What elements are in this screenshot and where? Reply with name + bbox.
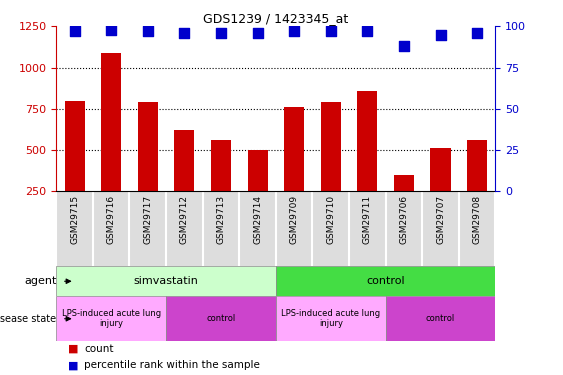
Text: control: control (426, 314, 455, 323)
Point (253, 30, 262, 36)
Text: GSM29706: GSM29706 (400, 195, 408, 244)
Text: disease state: disease state (0, 314, 56, 324)
Text: percentile rank within the sample: percentile rank within the sample (84, 360, 260, 370)
Bar (276, 266, 495, 296)
Bar (276, 296, 386, 341)
Point (326, 28, 335, 34)
Bar (138, 102, 158, 232)
Bar (56, 296, 166, 341)
Text: GSM29714: GSM29714 (253, 195, 262, 244)
Point (180, 30, 189, 36)
Point (70, 28, 79, 34)
Text: ■: ■ (68, 360, 78, 370)
Text: GSM29708: GSM29708 (473, 195, 481, 244)
Point (400, 43, 409, 49)
Text: GSM29711: GSM29711 (363, 195, 372, 244)
Bar (56, 266, 276, 296)
Text: control: control (207, 314, 235, 323)
Bar (321, 102, 341, 232)
Text: GSM29716: GSM29716 (107, 195, 115, 244)
Text: GSM29710: GSM29710 (327, 195, 335, 244)
Text: GSM29717: GSM29717 (144, 195, 152, 244)
Point (290, 28, 299, 34)
Point (107, 27, 116, 33)
Bar (166, 296, 276, 341)
Bar (431, 148, 450, 232)
Bar (248, 150, 267, 232)
Text: control: control (367, 276, 405, 286)
Text: ■: ■ (68, 344, 78, 354)
Text: simvastatin: simvastatin (133, 276, 199, 286)
Point (143, 28, 152, 34)
Text: LPS-induced acute lung
injury: LPS-induced acute lung injury (281, 309, 381, 328)
Bar (386, 296, 495, 341)
Text: agent: agent (24, 276, 56, 286)
Point (216, 30, 225, 36)
Text: GSM29712: GSM29712 (180, 195, 189, 244)
Bar (175, 130, 194, 232)
Text: LPS-induced acute lung
injury: LPS-induced acute lung injury (61, 309, 161, 328)
Bar (65, 100, 84, 232)
Bar (467, 140, 487, 232)
Bar (358, 91, 377, 232)
Point (363, 28, 372, 34)
Text: GSM29713: GSM29713 (217, 195, 225, 244)
Point (436, 32, 445, 38)
Text: count: count (84, 344, 114, 354)
Bar (101, 53, 121, 232)
Point (472, 30, 481, 36)
Text: GSM29709: GSM29709 (290, 195, 298, 244)
Title: GDS1239 / 1423345_at: GDS1239 / 1423345_at (203, 12, 348, 25)
Bar (394, 175, 414, 232)
Text: GSM29715: GSM29715 (70, 195, 79, 244)
Bar (211, 140, 231, 232)
Bar (284, 107, 304, 232)
Text: GSM29707: GSM29707 (436, 195, 445, 244)
